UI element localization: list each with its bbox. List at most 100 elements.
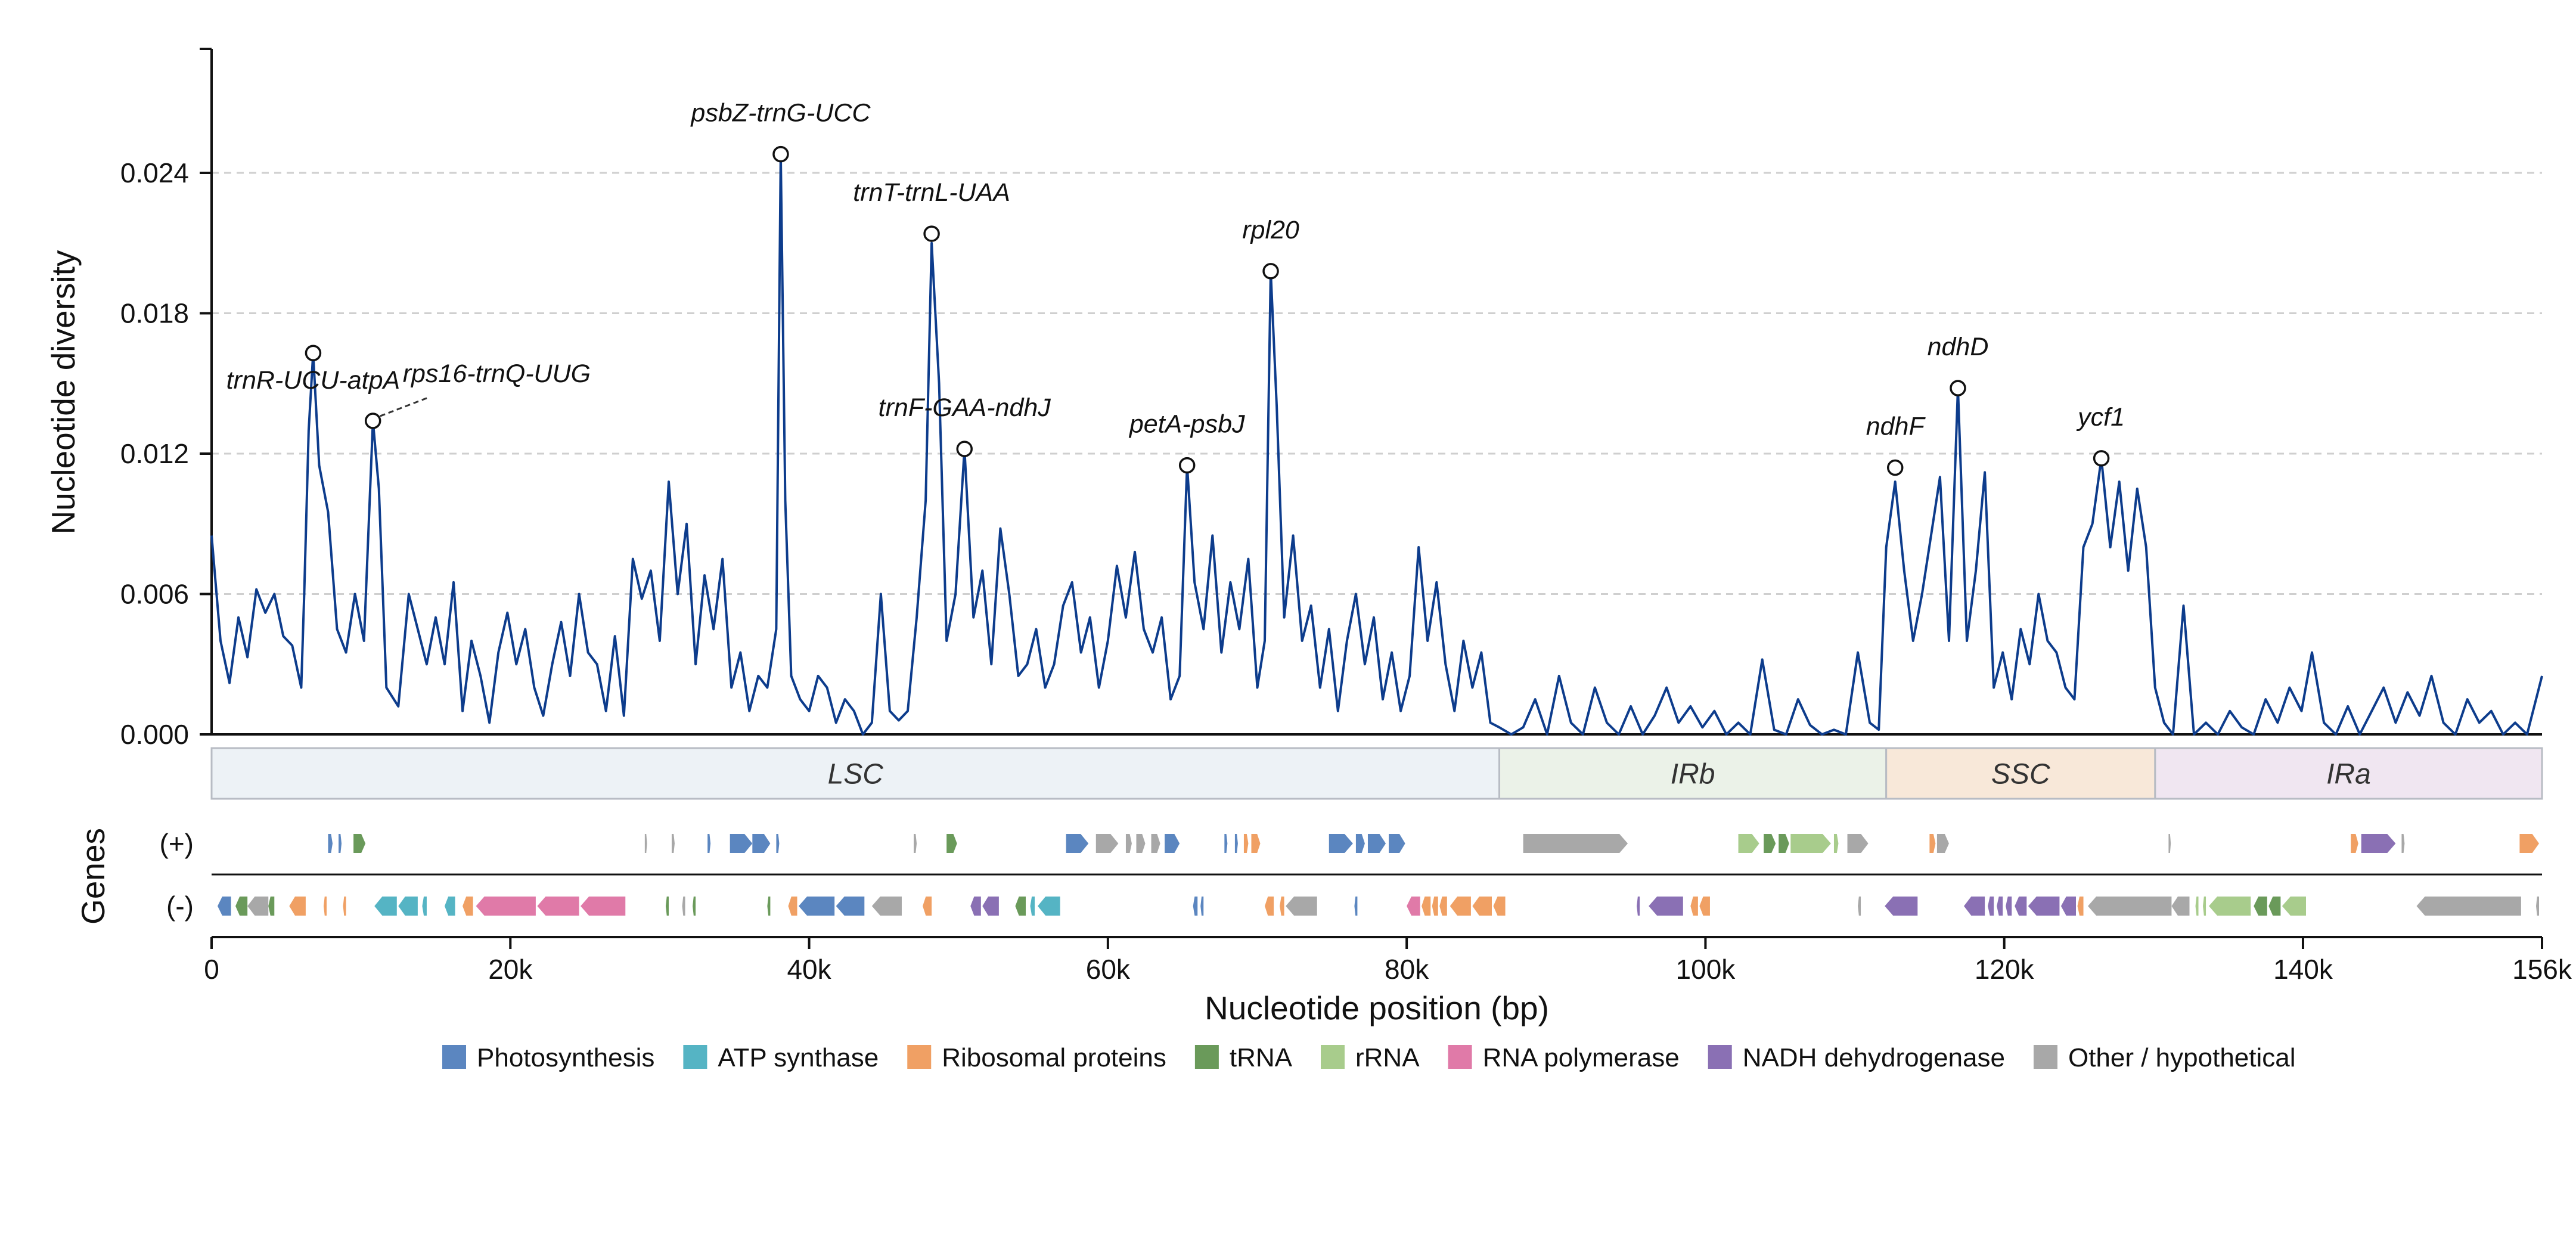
- y-tick-label: 0.012: [120, 438, 189, 469]
- x-tick-label: 60k: [1086, 954, 1131, 985]
- y-tick-label: 0.006: [120, 579, 189, 610]
- gene-tracks: (+) (-): [160, 828, 2542, 922]
- peak-marker: [923, 225, 940, 242]
- peak-label: trnR-UCU-atpA: [226, 366, 401, 395]
- gene-minus-ndh: [970, 897, 981, 916]
- legend-swatch-rnapol: [1448, 1045, 1472, 1069]
- gene-minus-atp: [445, 897, 455, 916]
- gene-minus-rrna: [2203, 897, 2206, 916]
- gene-plus-rrna: [1738, 834, 1759, 853]
- strand-label-plus: (+): [160, 828, 194, 859]
- x-tick-label: 20k: [488, 954, 533, 985]
- gene-minus-trna: [1015, 897, 1026, 916]
- gene-minus-ribosomal: [1280, 897, 1284, 916]
- gene-plus-photosynthesis: [707, 834, 711, 853]
- peak-marker: [1886, 459, 1904, 476]
- peak-label: trnF-GAA-ndhJ: [879, 393, 1051, 422]
- peak-marker: [772, 145, 789, 163]
- peak-label: psbZ-trnG-UCC: [690, 99, 871, 128]
- gene-minus-rnapol: [1407, 897, 1420, 916]
- gene-plus-other: [671, 834, 675, 853]
- gene-minus-trna: [2268, 897, 2281, 916]
- gene-minus-other: [2416, 897, 2521, 916]
- gene-minus-photosynthesis: [799, 897, 835, 916]
- gene-minus-photosynthesis: [836, 897, 865, 916]
- gene-plus-other: [1136, 834, 1146, 853]
- gene-plus-photosynthesis: [1389, 834, 1405, 853]
- y-tick-label: 0.000: [120, 719, 189, 750]
- gene-minus-other: [1858, 897, 1861, 916]
- gene-minus-ribosomal: [788, 897, 797, 916]
- legend: Photosynthesis ATP synthase Ribosomal prot…: [442, 1043, 2296, 1072]
- gene-minus-ribosomal: [1265, 897, 1274, 916]
- gene-plus-other: [1936, 834, 1949, 853]
- gene-minus-photosynthesis: [218, 897, 231, 916]
- gene-minus-trna: [665, 897, 669, 916]
- region-label: IRb: [1671, 759, 1715, 790]
- gene-minus-ribosomal: [2077, 897, 2084, 916]
- gene-plus-other: [644, 834, 647, 853]
- gene-plus-rrna: [1833, 834, 1839, 853]
- gene-plus-photosynthesis: [1367, 834, 1386, 853]
- region-label: SSC: [1991, 759, 2050, 790]
- region-label: IRa: [2326, 759, 2371, 790]
- gene-minus-photosynthesis: [1193, 897, 1198, 916]
- gene-minus-rrna: [2282, 897, 2306, 916]
- y-axis-title: Nucleotide diversity: [45, 250, 82, 534]
- peak-leader-line: [380, 396, 430, 417]
- legend-swatch-ribosomal: [907, 1045, 932, 1069]
- gene-minus-ribosomal: [1439, 897, 1447, 916]
- gene-minus-ndh: [2006, 897, 2012, 916]
- gene-minus-rnapol: [476, 897, 536, 916]
- peak-label: rpl20: [1242, 216, 1299, 244]
- gene-plus-photosynthesis: [328, 834, 333, 853]
- gene-minus-other: [2088, 897, 2172, 916]
- gene-minus-ndh: [2015, 897, 2027, 916]
- genome-region-bar: LSC IRb SSC IRa: [210, 747, 2543, 800]
- legend-swatch-rrna: [1321, 1045, 1345, 1069]
- x-tick-label: 120k: [1975, 954, 2035, 985]
- legend-label-rnapol: RNA polymerase: [1483, 1043, 1680, 1072]
- gene-plus-photosynthesis: [1234, 834, 1238, 853]
- peak-marker: [364, 413, 381, 429]
- peak-marker: [956, 441, 973, 457]
- gene-minus-atp: [1038, 897, 1060, 916]
- x-tick-label: 100k: [1676, 954, 1736, 985]
- x-tick-label: 0: [204, 954, 219, 985]
- gene-plus-other: [914, 834, 917, 853]
- gene-minus-rrna: [2195, 897, 2199, 916]
- x-tick-label: 140k: [2273, 954, 2333, 985]
- peak-label: ycf1: [2076, 403, 2125, 432]
- gene-plus-other: [1523, 834, 1628, 853]
- region-ira: [2154, 747, 2543, 800]
- region-label: LSC: [828, 759, 884, 790]
- gene-plus-rrna: [1790, 834, 1831, 853]
- region-irb: [1498, 747, 1888, 800]
- gene-plus-trna: [1779, 834, 1789, 853]
- peak-marker: [2093, 450, 2110, 467]
- gene-minus-ribosomal: [1432, 897, 1438, 916]
- gene-plus-photosynthesis: [1224, 834, 1228, 853]
- gene-plus-photosynthesis: [339, 834, 342, 853]
- gene-minus-atp: [374, 897, 397, 916]
- region-ssc: [1885, 747, 2156, 800]
- gene-minus-trna: [268, 897, 275, 916]
- peak-label: rps16-trnQ-UUG: [403, 359, 591, 388]
- gene-plus-photosynthesis: [1066, 834, 1089, 853]
- x-axis-title: Nucleotide position (bp): [1205, 990, 1549, 1026]
- gene-plus-other: [1151, 834, 1160, 853]
- legend-label-ribosomal: Ribosomal proteins: [942, 1043, 1166, 1072]
- gene-minus-ribosomal: [289, 897, 306, 916]
- gene-minus-ndh: [1964, 897, 1985, 916]
- gene-minus-ribosomal: [343, 897, 346, 916]
- gene-minus-ndh: [2060, 897, 2076, 916]
- gene-minus-atp: [422, 897, 427, 916]
- genes-track-title: Genes: [75, 828, 111, 925]
- axes: 0.000 0.006 0.012 0.018 0.024 0 20k 40k 60k 80k 10…: [120, 48, 2572, 985]
- gene-minus-rrna: [2209, 897, 2251, 916]
- gene-minus-ribosomal: [923, 897, 932, 916]
- strand-label-minus: (-): [166, 891, 194, 922]
- gene-plus-ribosomal: [1929, 834, 1936, 853]
- gene-minus-other: [871, 897, 902, 916]
